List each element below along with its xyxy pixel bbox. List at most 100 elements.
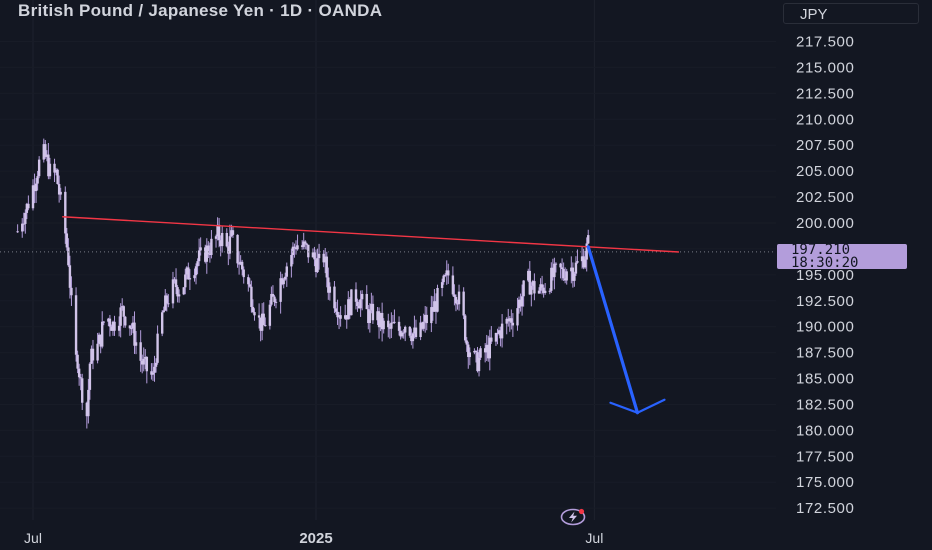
candle-body bbox=[528, 270, 531, 295]
candle-body bbox=[359, 299, 362, 309]
candle-body bbox=[85, 402, 89, 417]
candle-body bbox=[336, 311, 339, 318]
candle-body bbox=[156, 333, 159, 363]
candle-body bbox=[194, 266, 198, 276]
candle-body bbox=[354, 289, 358, 302]
candle-body bbox=[99, 334, 102, 347]
candle-body bbox=[210, 238, 213, 255]
candle-body bbox=[154, 362, 158, 367]
candle-body bbox=[582, 256, 585, 268]
candle-body bbox=[197, 250, 201, 262]
candle-body bbox=[559, 263, 562, 268]
candle-body bbox=[368, 310, 372, 324]
candle-body bbox=[436, 287, 439, 312]
candle-body bbox=[273, 296, 276, 303]
currency-selector[interactable]: JPY bbox=[783, 3, 919, 24]
candle-body bbox=[530, 285, 533, 295]
candle-body bbox=[324, 256, 327, 263]
candle-body bbox=[182, 287, 185, 295]
candle-body bbox=[479, 348, 482, 358]
candle-body bbox=[443, 274, 447, 276]
candle-body bbox=[279, 278, 282, 302]
candle-body bbox=[457, 291, 461, 305]
candle-body bbox=[350, 289, 353, 316]
price-tick-label: 207.500 bbox=[796, 137, 854, 154]
price-tick-label: 202.500 bbox=[796, 189, 854, 206]
candle-body bbox=[87, 389, 90, 417]
candle-body bbox=[59, 191, 62, 195]
price-tick-label: 177.500 bbox=[796, 448, 854, 465]
lightning-bolt-icon[interactable] bbox=[560, 508, 586, 526]
bearish-projection-arrow bbox=[586, 245, 640, 415]
candle-body bbox=[64, 191, 67, 234]
candle-body bbox=[68, 265, 72, 288]
candle-body bbox=[462, 291, 465, 316]
candle-body bbox=[76, 354, 79, 369]
candle-body bbox=[399, 330, 402, 337]
candle-body bbox=[57, 184, 61, 195]
candle-body bbox=[431, 307, 435, 312]
candle-body bbox=[280, 278, 284, 285]
candle-body bbox=[259, 317, 262, 331]
candle-body bbox=[325, 256, 328, 278]
candle-body bbox=[70, 287, 73, 296]
candle-body bbox=[25, 203, 29, 213]
candle-body bbox=[467, 344, 470, 358]
candle-body bbox=[248, 284, 252, 287]
candle-body bbox=[391, 322, 395, 324]
candle-body bbox=[483, 348, 487, 353]
candle-body bbox=[371, 303, 375, 321]
time-axis[interactable]: Jul 2025 Jul bbox=[24, 530, 603, 547]
candle-body bbox=[48, 163, 52, 177]
candle-body bbox=[294, 247, 298, 250]
candle-body bbox=[44, 144, 47, 157]
candle-body bbox=[562, 268, 565, 279]
candle-body bbox=[357, 305, 361, 309]
candle-body bbox=[247, 277, 250, 285]
candle-body bbox=[262, 313, 265, 326]
candle-body bbox=[270, 293, 273, 305]
candle-body bbox=[134, 342, 138, 346]
candle-body bbox=[560, 267, 564, 269]
candle-body bbox=[257, 315, 261, 318]
candle-body bbox=[268, 304, 272, 326]
candle-body bbox=[485, 344, 488, 353]
candle-body bbox=[574, 262, 578, 274]
candle-body bbox=[228, 236, 232, 254]
time-tick-label: 2025 bbox=[299, 530, 332, 547]
candle-body bbox=[185, 267, 189, 275]
candle-body bbox=[370, 303, 373, 311]
candle-body bbox=[322, 253, 325, 263]
candle-body bbox=[16, 231, 19, 233]
candle-body bbox=[65, 233, 69, 248]
candle-body bbox=[130, 328, 133, 330]
candle-body bbox=[79, 377, 82, 379]
price-tick-label: 182.500 bbox=[796, 396, 854, 413]
candle-body bbox=[122, 306, 125, 317]
candle-body bbox=[237, 263, 241, 265]
candle-body bbox=[345, 315, 348, 320]
candle-body bbox=[543, 290, 547, 293]
candle-body bbox=[27, 203, 30, 209]
price-axis[interactable]: 172.500 175.000 177.500 180.000 182.500 185.0… bbox=[796, 34, 854, 518]
candle-body bbox=[424, 314, 427, 322]
candle-body bbox=[214, 236, 218, 239]
candle-body bbox=[317, 253, 321, 259]
candle-body bbox=[550, 267, 553, 291]
candle-body bbox=[293, 246, 296, 248]
current-price-tag: 197.210 18:30:20 bbox=[777, 242, 907, 269]
candle-body bbox=[216, 224, 219, 237]
candle-body bbox=[88, 363, 92, 390]
candle-body bbox=[474, 350, 478, 353]
candle-body bbox=[540, 284, 544, 288]
candle-body bbox=[508, 318, 511, 322]
candle-body bbox=[119, 307, 122, 326]
candle-body bbox=[304, 241, 307, 244]
candle-body bbox=[496, 332, 499, 334]
price-tick-label: 215.000 bbox=[796, 59, 854, 76]
candle-body bbox=[207, 245, 210, 255]
candle-body bbox=[113, 321, 116, 331]
current-price-value: 197.210 bbox=[791, 242, 851, 258]
candle-body bbox=[290, 254, 293, 267]
